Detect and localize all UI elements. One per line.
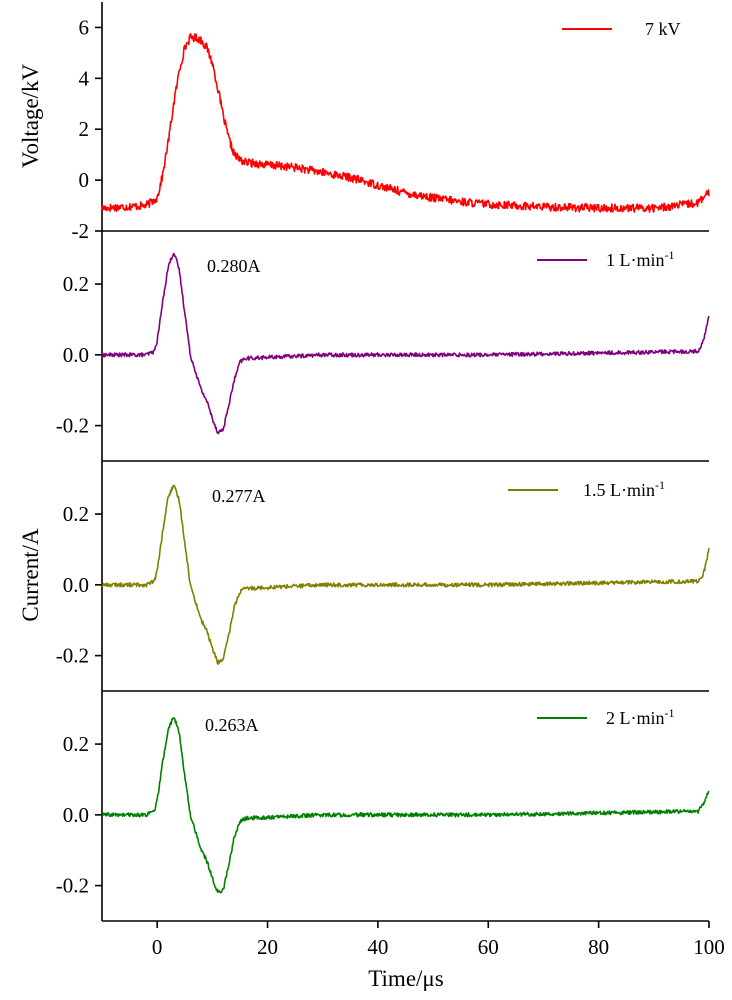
panel-current-1: -0.2 0.0 0.2 1 L·min-1 0.280A xyxy=(56,230,710,461)
peak-current-label: 0.263A xyxy=(205,715,259,735)
chart-panels: -2 0 2 4 6 7 kV -0.2 0.0 0.2 1 L·min-1 0.280A -0.2 0… xyxy=(56,2,710,921)
peak-current-label: 0.277A xyxy=(212,486,266,506)
x-tick-label: 100 xyxy=(693,935,725,959)
x-axis-title: Time/μs xyxy=(368,966,443,991)
y-tick-label: 0.2 xyxy=(63,502,89,526)
x-axis: 0 20 40 60 80 100 xyxy=(102,920,725,959)
voltage-y-axis-title: Voltage/kV xyxy=(18,63,43,168)
panel-current-2: -0.2 0.0 0.2 1.5 L·min-1 0.277A xyxy=(56,460,710,691)
y-tick-label: -0.2 xyxy=(56,644,89,668)
current-y-axis-title: Current/A xyxy=(18,528,43,622)
legend-label: 1.5 L·min-1 xyxy=(583,478,665,500)
series-line-current-1 xyxy=(101,253,710,435)
y-tick-label: 0.0 xyxy=(63,343,89,367)
y-tick-label: 0 xyxy=(79,168,90,192)
legend-current-3: 2 L·min-1 xyxy=(537,706,675,728)
x-tick-label: 60 xyxy=(478,935,499,959)
series-line-voltage xyxy=(101,33,710,213)
legend-label: 7 kV xyxy=(645,19,681,39)
y-tick-label: -0.2 xyxy=(56,414,89,438)
legend-label: 2 L·min-1 xyxy=(606,706,675,728)
series-line-current-3 xyxy=(101,717,710,894)
x-tick-label: 20 xyxy=(257,935,278,959)
panel-voltage: -2 0 2 4 6 7 kV xyxy=(72,2,710,243)
legend-current-1: 1 L·min-1 xyxy=(537,248,675,270)
series-line-current-2 xyxy=(101,484,710,665)
x-tick-label: 40 xyxy=(367,935,388,959)
x-tick-label: 80 xyxy=(588,935,609,959)
legend-current-2: 1.5 L·min-1 xyxy=(508,478,665,500)
peak-current-label: 0.280A xyxy=(207,256,261,276)
y-tick-label: 0.0 xyxy=(63,573,89,597)
legend-voltage: 7 kV xyxy=(562,19,681,39)
y-tick-label: 6 xyxy=(79,15,90,39)
panel-current-3: -0.2 0.0 0.2 2 L·min-1 0.263A xyxy=(56,690,710,921)
y-tick-label: 4 xyxy=(79,66,90,90)
y-tick-label: 0.2 xyxy=(63,732,89,756)
y-tick-label: 0.2 xyxy=(63,272,89,296)
x-tick-label: 0 xyxy=(152,935,163,959)
y-tick-label: 0.0 xyxy=(63,803,89,827)
y-tick-label: -0.2 xyxy=(56,874,89,898)
y-tick-label: -2 xyxy=(72,219,90,243)
y-tick-label: 2 xyxy=(79,117,90,141)
legend-label: 1 L·min-1 xyxy=(606,248,675,270)
